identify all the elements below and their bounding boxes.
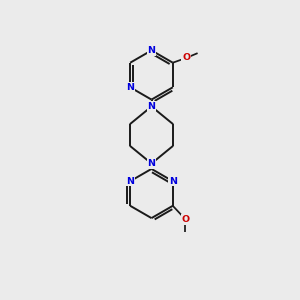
Text: N: N <box>126 83 134 92</box>
Text: N: N <box>148 102 155 111</box>
Text: O: O <box>181 215 190 224</box>
Text: O: O <box>182 53 190 62</box>
Text: N: N <box>148 159 155 168</box>
Text: N: N <box>169 177 177 186</box>
Text: N: N <box>148 46 155 55</box>
Text: N: N <box>126 177 134 186</box>
